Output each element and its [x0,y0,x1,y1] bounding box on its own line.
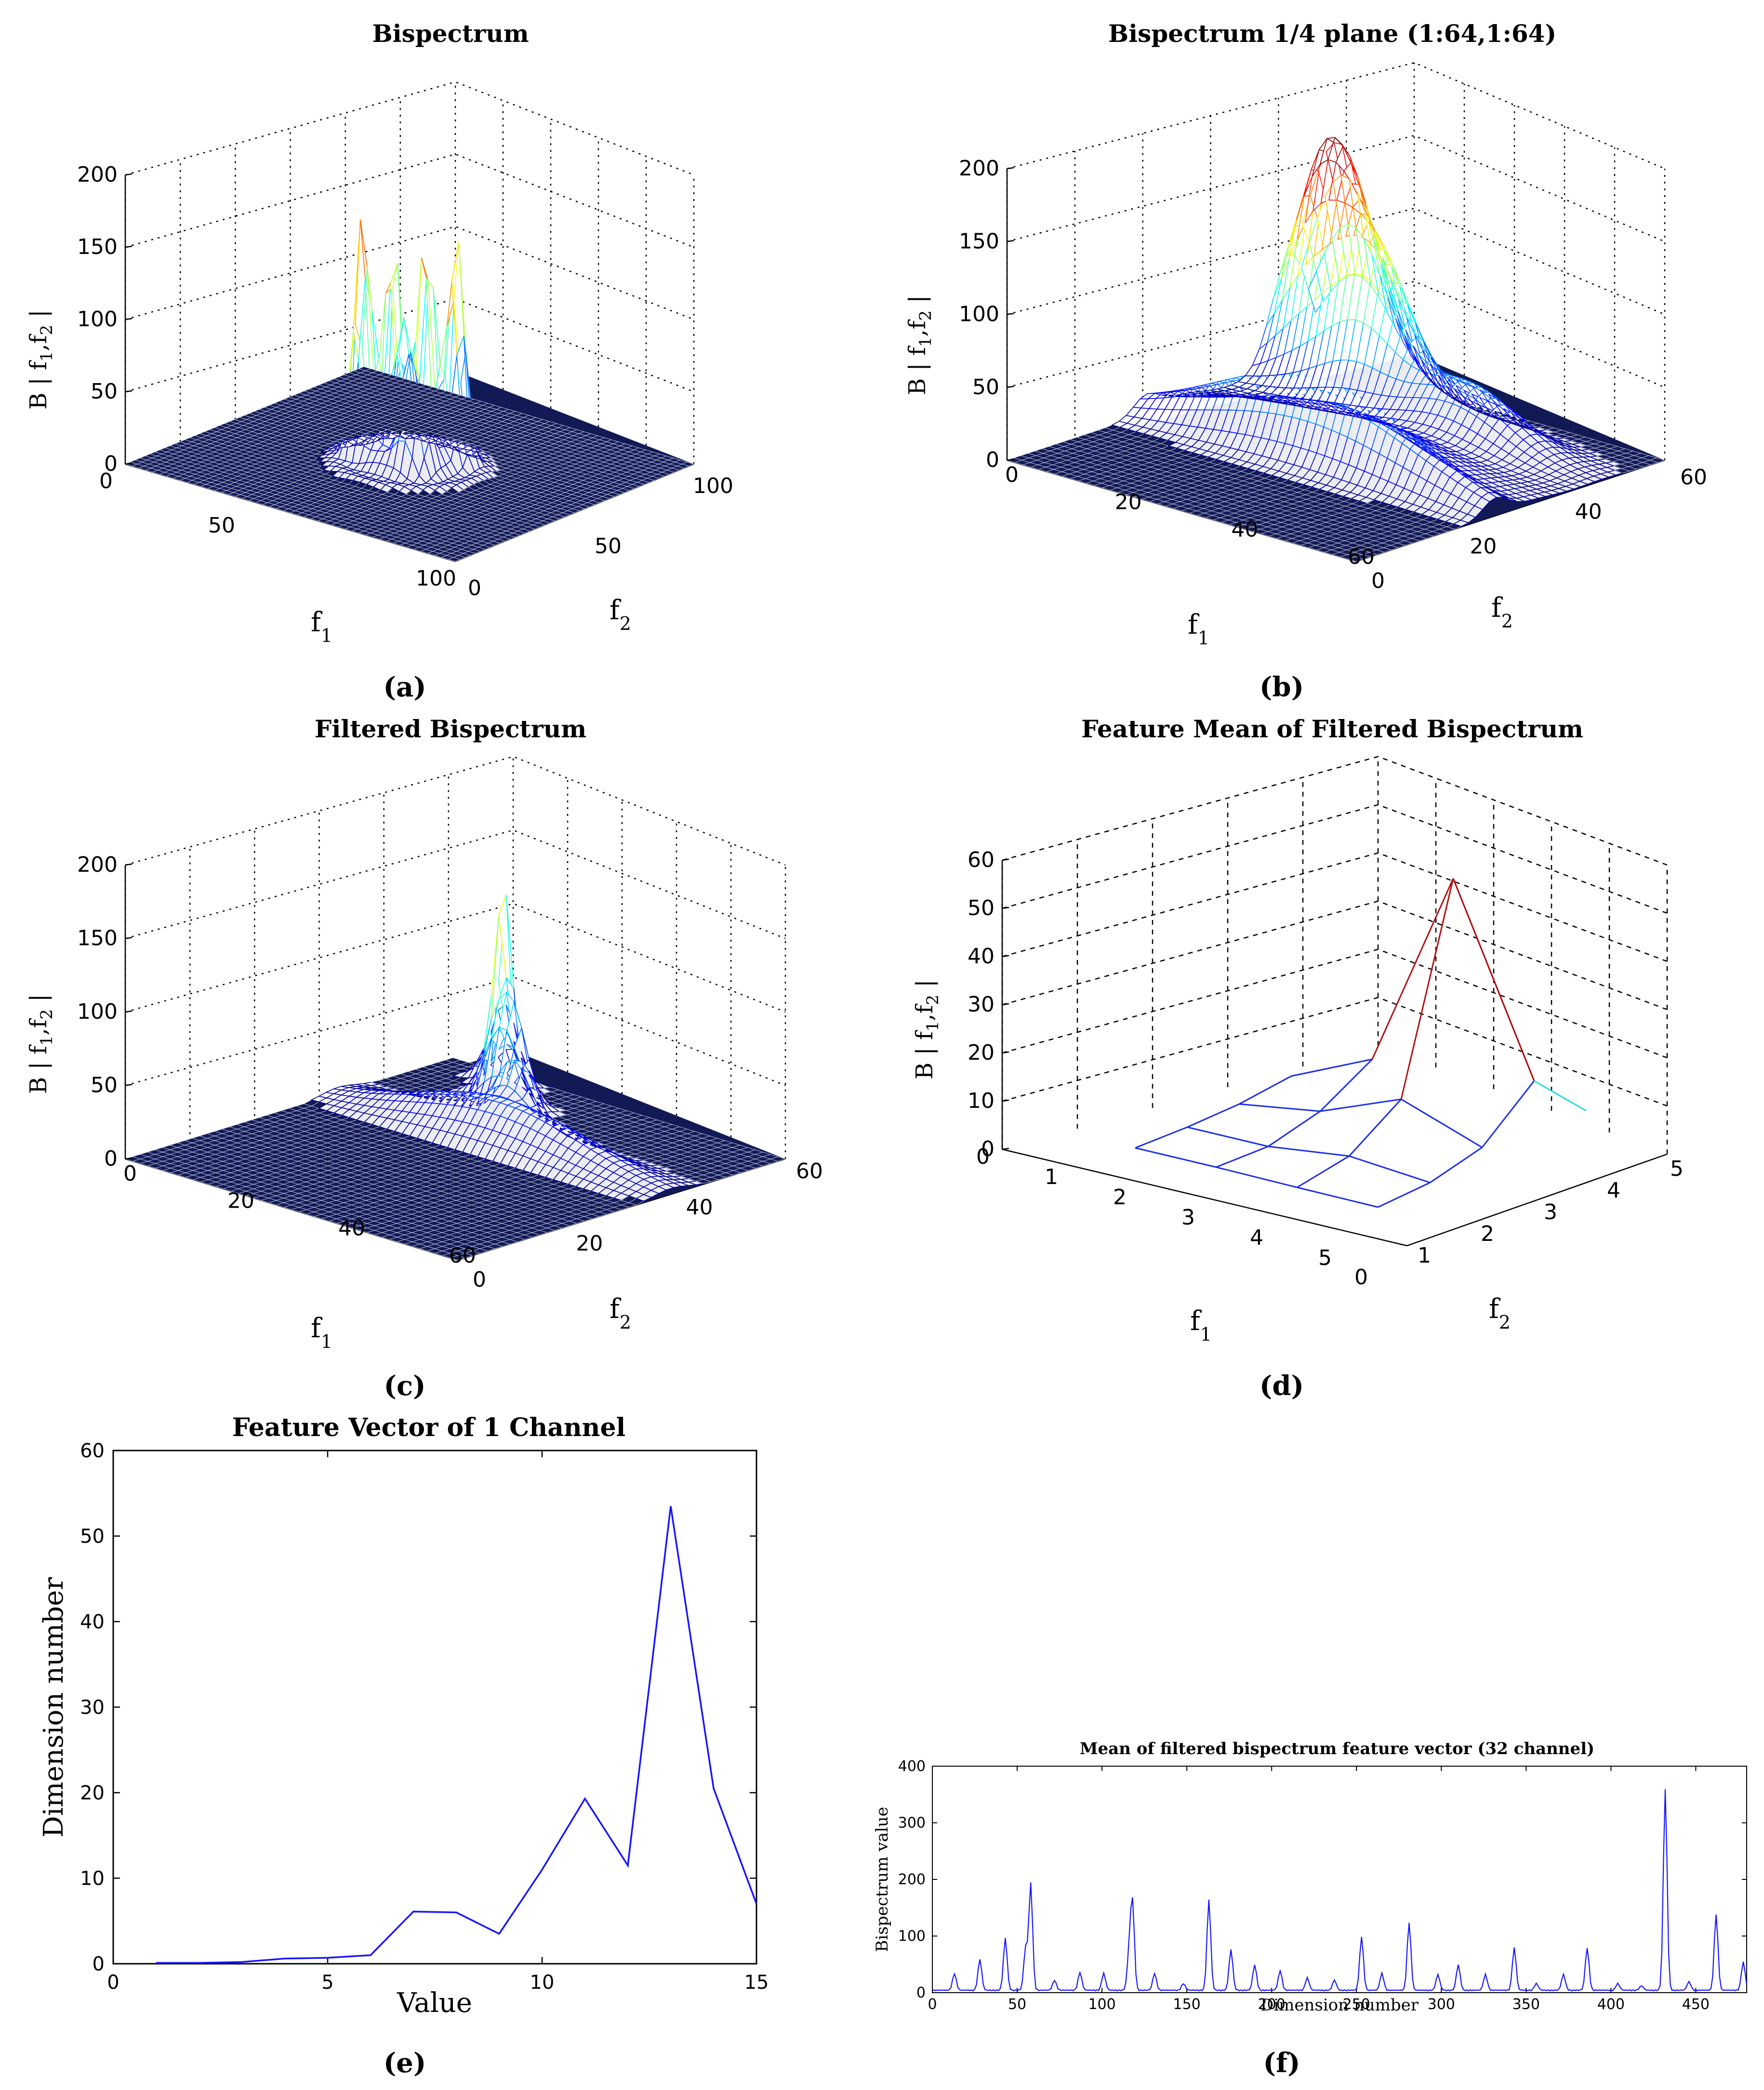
panel-b-caption: (b) [1260,671,1304,703]
panel-a-caption: (a) [383,671,426,703]
panel-a-surface [124,219,695,562]
grid-line [125,829,786,939]
grid-line [125,153,694,248]
y-tick-label: 20 [1470,534,1497,559]
x-tick-label: 0 [99,469,113,493]
panel-b-quarter-plane: Bispectrum 1/4 plane (1:64,1:64) 0 50 100 1… [904,19,1707,703]
panel-b-surface [1006,136,1666,562]
z-tick-label: 50 [91,379,118,404]
z-tick-label: 50 [972,375,999,399]
z-tick-label: 150 [959,229,999,253]
panel-c-title: Filtered Bispectrum [315,715,586,743]
z-tick-label: 200 [959,156,999,181]
y-tick-label: 50 [595,534,622,559]
panel-a-z-label: B | f1,f2 | [25,310,56,410]
z-tick-label: 150 [77,235,118,259]
x-tick-label: 60 [1348,545,1375,569]
x-tick-label: 20 [1115,490,1142,515]
panel-b-z-ticks: 0 50 100 150 200 [959,156,1014,472]
x-tick-label: 100 [416,566,456,591]
y-tick-label: 40 [1575,500,1602,524]
panel-a-title: Bispectrum [372,19,529,48]
z-tick-label: 100 [959,302,999,327]
panel-b-z-label: B | f1,f2 | [904,295,935,395]
y-tick-label: 100 [693,474,733,498]
panel-a-y-label: f2 [610,595,631,634]
z-tick-label: 200 [77,162,118,187]
x-tick-label: 0 [1005,463,1019,487]
x-tick-label: 40 [1231,517,1258,542]
panel-b-title: Bispectrum 1/4 plane (1:64,1:64) [1108,19,1556,48]
panel-a-x-label: f1 [311,607,332,646]
z-tick-label: 0 [986,448,999,472]
x-tick-label: 50 [208,513,235,538]
grid-line [125,903,786,1013]
grid-line [125,756,786,866]
y-tick-label: 0 [468,576,481,600]
grid-line [125,226,694,320]
grid-line [125,81,694,176]
panel-b-y-label: f2 [1491,592,1513,632]
grid-line [125,298,694,393]
y-tick-label: 0 [1371,569,1385,593]
y-tick-label: 60 [1680,465,1707,490]
panel-b-x-label: f1 [1188,609,1209,649]
z-tick-label: 100 [77,307,118,332]
